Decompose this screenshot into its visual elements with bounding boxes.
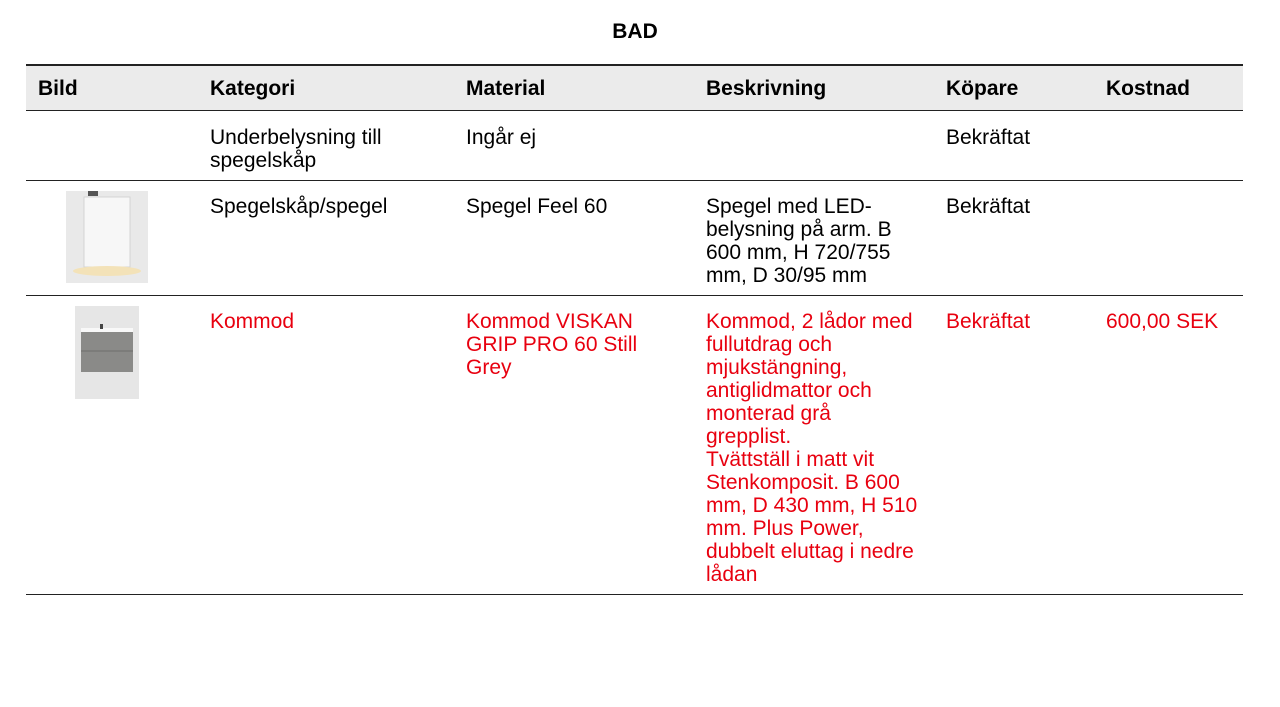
product-image <box>66 191 148 283</box>
image-cell <box>26 295 198 595</box>
kategori: Spegelskåp/spegel <box>210 195 388 218</box>
column-header: Kategori <box>198 64 454 111</box>
kopare-cell: Bekräftat <box>934 295 1094 595</box>
material: Kommod VISKAN GRIP PRO 60 Still Grey <box>466 310 638 379</box>
kostnad-cell: 600,00 SEK <box>1094 295 1243 595</box>
description: Kommod, 2 lådor med fullutdrag och mjuks… <box>706 310 921 586</box>
material: Ingår ej <box>466 126 537 149</box>
beskrivning-cell: Spegel med LED-belysning på arm. B 600 m… <box>694 180 934 296</box>
title: BAD <box>612 20 658 43</box>
kostnad-cell <box>1094 110 1243 181</box>
description: Spegel med LED-belysning på arm. B 600 m… <box>706 195 921 287</box>
image-cell <box>26 110 198 181</box>
kopare-cell: Bekräftat <box>934 110 1094 181</box>
material-cell: Ingår ej <box>454 110 694 181</box>
kategori-cell: Spegelskåp/spegel <box>198 180 454 296</box>
material-cell: Kommod VISKAN GRIP PRO 60 Still Grey <box>454 295 694 595</box>
kategori: Kommod <box>210 310 295 333</box>
kategori-cell: Kommod <box>198 295 454 595</box>
description-paragraph: Spegel med LED-belysning på arm. B 600 m… <box>706 195 892 287</box>
column-header: Beskrivning <box>694 64 934 111</box>
kopare: Bekräftat <box>946 126 1031 149</box>
table-row: Kommod Kommod VISKAN GRIP PRO 60 Still Gr… <box>26 295 1243 595</box>
kostnad: 600,00 SEK <box>1106 310 1219 333</box>
table-row: Spegelskåp/spegel Spegel Feel 60 Spegel me… <box>26 180 1243 296</box>
column-header: Material <box>454 64 694 111</box>
column-header: Köpare <box>934 64 1094 111</box>
header-row: Bild Kategori Material Beskrivning Köpare Kos… <box>26 64 1243 111</box>
kategori: Underbelysning till spegelskåp <box>210 126 382 172</box>
kostnad-cell <box>1094 180 1243 296</box>
beskrivning-cell: Kommod, 2 lådor med fullutdrag och mjuks… <box>694 295 934 595</box>
image-cell <box>26 180 198 296</box>
description-paragraph: Tvättställ i matt vit Stenkomposit. B 60… <box>706 448 918 586</box>
product-image <box>75 306 139 399</box>
beskrivning-cell <box>694 110 934 181</box>
table: Bild Kategori Material Beskrivning Köpare Kos… <box>26 64 1243 595</box>
column-header: Kostnad <box>1094 64 1243 111</box>
material-cell: Spegel Feel 60 <box>454 180 694 296</box>
description-paragraph: Kommod, 2 lådor med fullutdrag och mjuks… <box>706 310 913 448</box>
material: Spegel Feel 60 <box>466 195 608 218</box>
kopare-cell: Bekräftat <box>934 180 1094 296</box>
table-row: Underbelysning till spegelskåp Ingår ej Be… <box>26 110 1243 181</box>
kategori-cell: Underbelysning till spegelskåp <box>198 110 454 181</box>
kopare: Bekräftat <box>946 195 1031 218</box>
column-header: Bild <box>26 64 198 111</box>
kopare: Bekräftat <box>946 310 1031 333</box>
